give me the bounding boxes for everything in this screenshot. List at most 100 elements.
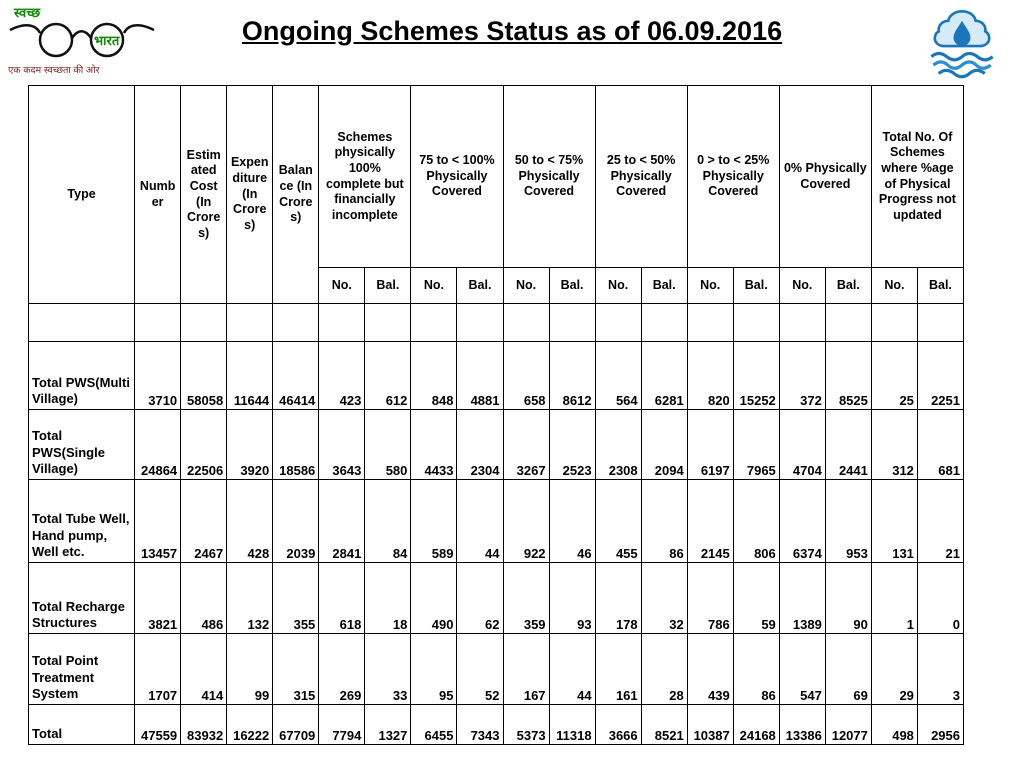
- value-cell: 2523: [548, 409, 596, 480]
- value-cell: 1707: [134, 633, 182, 705]
- value-cell: 24864: [134, 409, 182, 480]
- sub-header-bal: Bal.: [916, 267, 965, 304]
- value-cell: 455: [594, 479, 642, 563]
- col-header-number: Number: [134, 85, 182, 304]
- sub-header-bal: Bal.: [456, 267, 504, 304]
- value-cell: 84: [364, 479, 412, 563]
- page-title: Ongoing Schemes Status as of 06.09.2016: [241, 16, 783, 46]
- sub-header-no: No.: [778, 267, 826, 304]
- spacer-cell: [410, 303, 458, 342]
- spacer-cell: [27, 303, 136, 342]
- value-cell: 1327: [364, 704, 412, 745]
- value-cell: 372: [778, 341, 826, 410]
- group-header-0-25: 0 > to < 25% Physically Covered: [686, 85, 780, 268]
- value-cell: 6281: [640, 341, 688, 410]
- value-cell: 58058: [180, 341, 228, 410]
- sub-header-no: No.: [502, 267, 550, 304]
- sub-header-bal: Bal.: [548, 267, 596, 304]
- value-cell: 131: [870, 479, 918, 563]
- value-cell: 4433: [410, 409, 458, 480]
- row-label: Total: [27, 704, 136, 745]
- value-cell: 820: [686, 341, 734, 410]
- value-cell: 2956: [916, 704, 965, 745]
- value-cell: 786: [686, 562, 734, 634]
- sub-header-bal: Bal.: [732, 267, 780, 304]
- value-cell: 6455: [410, 704, 458, 745]
- sub-header-no: No.: [410, 267, 458, 304]
- value-cell: 13386: [778, 704, 826, 745]
- spacer-cell: [502, 303, 550, 342]
- value-cell: 2841: [318, 479, 366, 563]
- table-row: Total Point Treatment System 1707 414 99 315…: [27, 633, 965, 705]
- table-row: Total PWS(Single Village) 24864 22506 3920 1…: [27, 409, 965, 480]
- value-cell: 6197: [686, 409, 734, 480]
- value-cell: 8521: [640, 704, 688, 745]
- value-cell: 167: [502, 633, 550, 705]
- value-cell: 423: [318, 341, 366, 410]
- col-header-expenditure: Expenditure (In Crores): [226, 85, 274, 304]
- value-cell: 69: [824, 633, 872, 705]
- spacer-row: [27, 303, 965, 342]
- value-cell: 12077: [824, 704, 872, 745]
- value-cell: 95: [410, 633, 458, 705]
- value-cell: 99: [226, 633, 274, 705]
- glasses-icon: स्वच्छ भारत एक कदम स्वच्छता की ओर: [8, 5, 155, 76]
- value-cell: 2251: [916, 341, 965, 410]
- spacer-cell: [318, 303, 366, 342]
- value-cell: 46414: [272, 341, 320, 410]
- value-cell: 10387: [686, 704, 734, 745]
- group-header-physically-complete: Schemes physically 100% complete but fin…: [318, 85, 412, 268]
- value-cell: 8612: [548, 341, 596, 410]
- sub-header-no: No.: [594, 267, 642, 304]
- value-cell: 269: [318, 633, 366, 705]
- value-cell: 355: [272, 562, 320, 634]
- sub-header-bal: Bal.: [640, 267, 688, 304]
- value-cell: 498: [870, 704, 918, 745]
- row-label: Total Tube Well, Hand pump, Well etc.: [27, 479, 136, 563]
- value-cell: 33: [364, 633, 412, 705]
- value-cell: 90: [824, 562, 872, 634]
- spacer-cell: [594, 303, 642, 342]
- value-cell: 4704: [778, 409, 826, 480]
- row-label: Total Point Treatment System: [27, 633, 136, 705]
- table-row: Total Tube Well, Hand pump, Well etc. 134…: [27, 479, 965, 563]
- group-header-75-100: 75 to < 100% Physically Covered: [410, 85, 504, 268]
- col-header-estimated-cost: Estimated Cost (In Crores): [180, 85, 228, 304]
- value-cell: 28: [640, 633, 688, 705]
- value-cell: 29: [870, 633, 918, 705]
- value-cell: 2467: [180, 479, 228, 563]
- sub-header-bal: Bal.: [364, 267, 412, 304]
- value-cell: 312: [870, 409, 918, 480]
- spacer-cell: [870, 303, 918, 342]
- value-cell: 8525: [824, 341, 872, 410]
- value-cell: 21: [916, 479, 965, 563]
- value-cell: 52: [456, 633, 504, 705]
- value-cell: 25: [870, 341, 918, 410]
- value-cell: 161: [594, 633, 642, 705]
- value-cell: 7343: [456, 704, 504, 745]
- value-cell: 18: [364, 562, 412, 634]
- value-cell: 15252: [732, 341, 780, 410]
- value-cell: 589: [410, 479, 458, 563]
- value-cell: 618: [318, 562, 366, 634]
- value-cell: 13457: [134, 479, 182, 563]
- sub-header-row: No. Bal. No. Bal. No. Bal. No. Bal. No. …: [29, 267, 965, 304]
- value-cell: 2308: [594, 409, 642, 480]
- value-cell: 3: [916, 633, 965, 705]
- group-header-50-75: 50 to < 75% Physically Covered: [502, 85, 596, 268]
- spacer-cell: [548, 303, 596, 342]
- spacer-cell: [364, 303, 412, 342]
- value-cell: 3666: [594, 704, 642, 745]
- ministry-water-logo: [924, 6, 1000, 82]
- spacer-cell: [180, 303, 228, 342]
- value-cell: 428: [226, 479, 274, 563]
- value-cell: 1389: [778, 562, 826, 634]
- water-drop-icon: [930, 9, 994, 79]
- value-cell: 3710: [134, 341, 182, 410]
- value-cell: 922: [502, 479, 550, 563]
- value-cell: 547: [778, 633, 826, 705]
- value-cell: 953: [824, 479, 872, 563]
- group-header-25-50: 25 to < 50% Physically Covered: [594, 85, 688, 268]
- group-header-not-updated: Total No. Of Schemes where %age of Physi…: [870, 85, 965, 268]
- row-label: Total Recharge Structures: [27, 562, 136, 634]
